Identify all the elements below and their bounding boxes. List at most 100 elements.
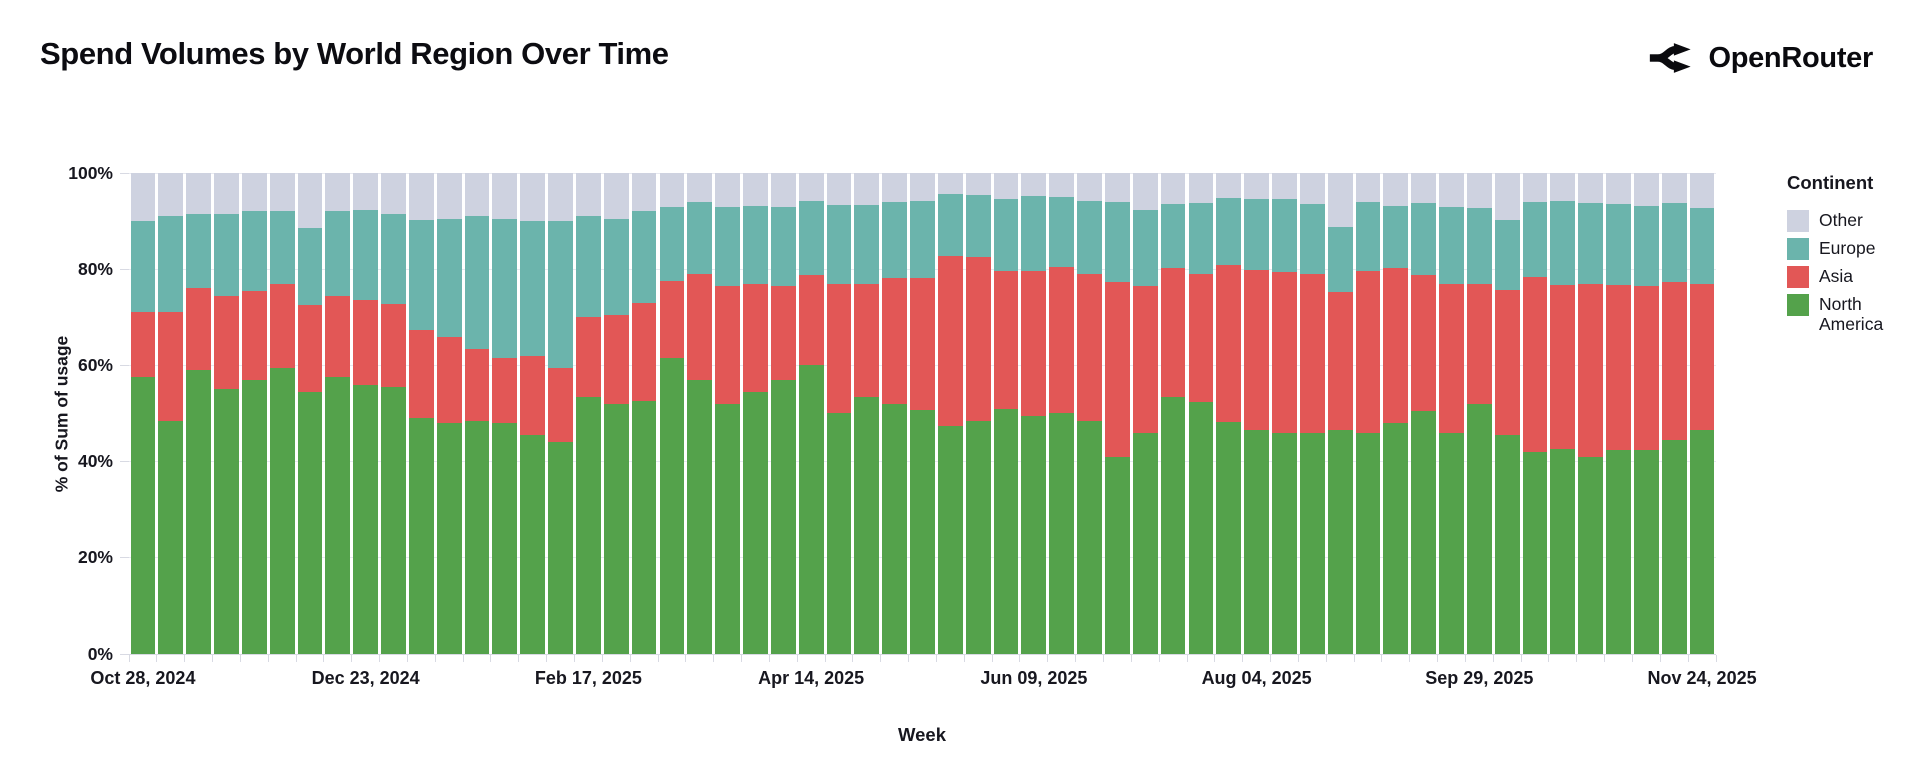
bar-segment-north_america[interactable] [464,420,490,654]
bar-segment-other[interactable] [1355,173,1381,203]
bar-segment-asia[interactable] [1327,292,1353,431]
bar-segment-other[interactable] [1439,173,1464,207]
bar-segment-other[interactable] [158,173,184,217]
bar-segment-asia[interactable] [214,295,239,390]
bar-segment-europe[interactable] [492,218,518,359]
bar-segment-europe[interactable] [854,204,880,284]
bar-segment-other[interactable] [548,173,573,222]
bar-week[interactable] [743,173,768,654]
bar-segment-asia[interactable] [548,367,573,443]
bar-segment-asia[interactable] [770,285,796,380]
bar-segment-north_america[interactable] [1244,430,1269,654]
bar-segment-other[interactable] [1578,173,1604,204]
bar-segment-north_america[interactable] [1355,432,1381,654]
bar-segment-asia[interactable] [1077,274,1102,421]
bar-segment-asia[interactable] [464,348,490,421]
bar-segment-asia[interactable] [854,283,880,397]
bar-week[interactable] [269,173,295,654]
bar-segment-other[interactable] [325,173,351,212]
bar-segment-europe[interactable] [1272,199,1297,273]
bar-week[interactable] [603,173,629,654]
bar-segment-other[interactable] [631,173,657,212]
bar-segment-other[interactable] [1272,173,1297,200]
bar-segment-other[interactable] [1299,173,1325,205]
bar-segment-north_america[interactable] [241,379,267,654]
bar-segment-other[interactable] [1132,173,1158,210]
bar-week[interactable] [687,173,713,654]
bar-segment-north_america[interactable] [965,420,991,654]
bar-segment-other[interactable] [1411,173,1437,204]
bar-week[interactable] [1244,173,1269,654]
bar-segment-asia[interactable] [1104,282,1130,457]
bar-segment-europe[interactable] [297,228,323,306]
bar-segment-europe[interactable] [186,213,211,289]
bar-segment-north_america[interactable] [575,396,601,654]
bar-week[interactable] [1104,173,1130,654]
legend-item-europe[interactable]: Europe [1787,238,1913,260]
bar-segment-north_america[interactable] [214,389,239,654]
bar-segment-asia[interactable] [937,256,963,426]
bar-segment-other[interactable] [241,173,267,212]
bar-week[interactable] [130,173,156,654]
bar-week[interactable] [1383,173,1409,654]
bar-segment-europe[interactable] [575,216,601,318]
bar-week[interactable] [214,173,239,654]
bar-segment-europe[interactable] [408,219,434,330]
bar-segment-north_america[interactable] [158,420,184,654]
bar-segment-north_america[interactable] [1272,432,1297,654]
bar-segment-europe[interactable] [1299,204,1325,274]
bar-week[interactable] [1439,173,1464,654]
bar-week[interactable] [631,173,657,654]
bar-segment-asia[interactable] [1188,274,1214,403]
bar-segment-asia[interactable] [408,329,434,419]
bar-segment-north_america[interactable] [548,442,573,654]
bar-segment-asia[interactable] [603,314,629,404]
bar-segment-north_america[interactable] [297,391,323,654]
bar-week[interactable] [436,173,462,654]
bar-segment-asia[interactable] [687,274,713,380]
bar-week[interactable] [715,173,740,654]
bar-segment-north_america[interactable] [1049,413,1075,654]
bar-segment-europe[interactable] [715,206,740,287]
bar-segment-other[interactable] [715,173,740,207]
bar-segment-other[interactable] [520,173,546,222]
legend-item-asia[interactable]: Asia [1787,266,1913,288]
bar-segment-asia[interactable] [1244,269,1269,431]
bar-segment-europe[interactable] [659,206,685,282]
bar-segment-europe[interactable] [993,198,1019,272]
bar-segment-europe[interactable] [1244,198,1269,270]
bar-segment-other[interactable] [1661,173,1687,204]
bar-segment-north_america[interactable] [743,391,768,654]
bar-week[interactable] [1132,173,1158,654]
bar-week[interactable] [1606,173,1631,654]
bar-segment-asia[interactable] [1132,285,1158,433]
bar-segment-asia[interactable] [381,303,406,388]
bar-segment-north_america[interactable] [325,377,351,654]
bar-segment-other[interactable] [1104,173,1130,203]
bar-segment-asia[interactable] [1411,275,1437,412]
bar-segment-north_america[interactable] [1606,450,1631,654]
bar-segment-other[interactable] [937,173,963,194]
bar-segment-europe[interactable] [631,211,657,303]
bar-segment-asia[interactable] [575,317,601,397]
bar-segment-asia[interactable] [325,295,351,378]
bar-week[interactable] [158,173,184,654]
bar-segment-north_america[interactable] [1077,420,1102,654]
bar-segment-asia[interactable] [186,288,211,371]
bar-segment-other[interactable] [798,173,824,202]
bar-segment-europe[interactable] [1661,203,1687,283]
bar-segment-europe[interactable] [1216,197,1242,266]
bar-segment-europe[interactable] [770,206,796,286]
bar-segment-north_america[interactable] [1160,396,1186,654]
bar-segment-europe[interactable] [1132,209,1158,286]
bar-segment-north_america[interactable] [1550,448,1576,654]
bar-week[interactable] [1021,173,1047,654]
bar-segment-north_america[interactable] [1522,451,1548,654]
bar-segment-asia[interactable] [1689,283,1715,431]
bar-segment-asia[interactable] [910,277,935,410]
bar-segment-europe[interactable] [1522,202,1548,278]
bar-week[interactable] [353,173,379,654]
bar-segment-europe[interactable] [826,205,852,284]
bar-segment-north_america[interactable] [1689,430,1715,654]
bar-segment-asia[interactable] [1216,265,1242,423]
